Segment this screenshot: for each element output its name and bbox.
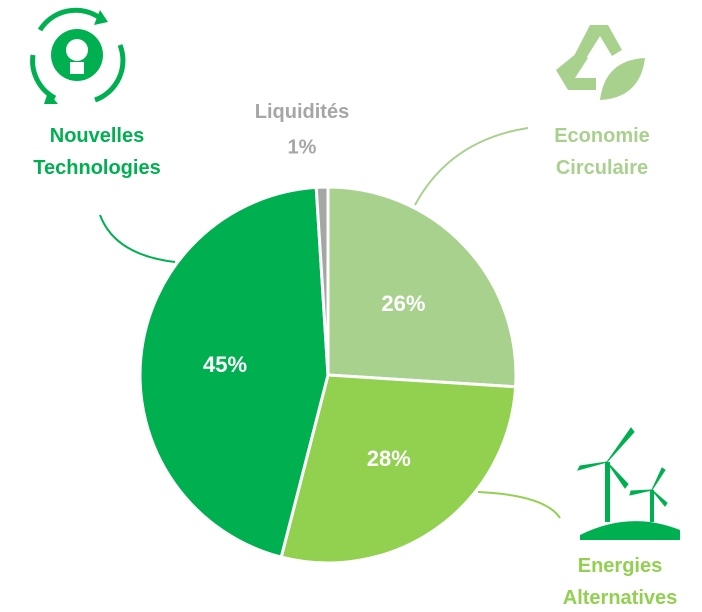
leader-line bbox=[99, 214, 176, 263]
leader-line bbox=[414, 127, 529, 206]
value-label: 45% bbox=[203, 352, 248, 378]
icon-recycle bbox=[556, 25, 645, 100]
icon-wind bbox=[577, 427, 680, 540]
icon-bulb bbox=[30, 7, 126, 104]
pie-slice bbox=[314, 185, 330, 376]
leader-line bbox=[477, 491, 561, 519]
value-label: 26% bbox=[381, 291, 426, 317]
category-label: Energies Alternatives bbox=[562, 555, 678, 609]
category-label: Economie Circulaire bbox=[554, 125, 650, 179]
pie-slice bbox=[326, 185, 518, 389]
pie bbox=[138, 185, 518, 565]
category-label: Liquidités bbox=[254, 101, 350, 123]
leader-lines bbox=[99, 127, 561, 519]
pie-slice bbox=[138, 185, 330, 559]
value-label: 28% bbox=[366, 445, 411, 471]
category-label: Nouvelles Technologies bbox=[33, 125, 161, 179]
pie-slice bbox=[279, 373, 518, 565]
value-label: 1% bbox=[287, 136, 317, 159]
